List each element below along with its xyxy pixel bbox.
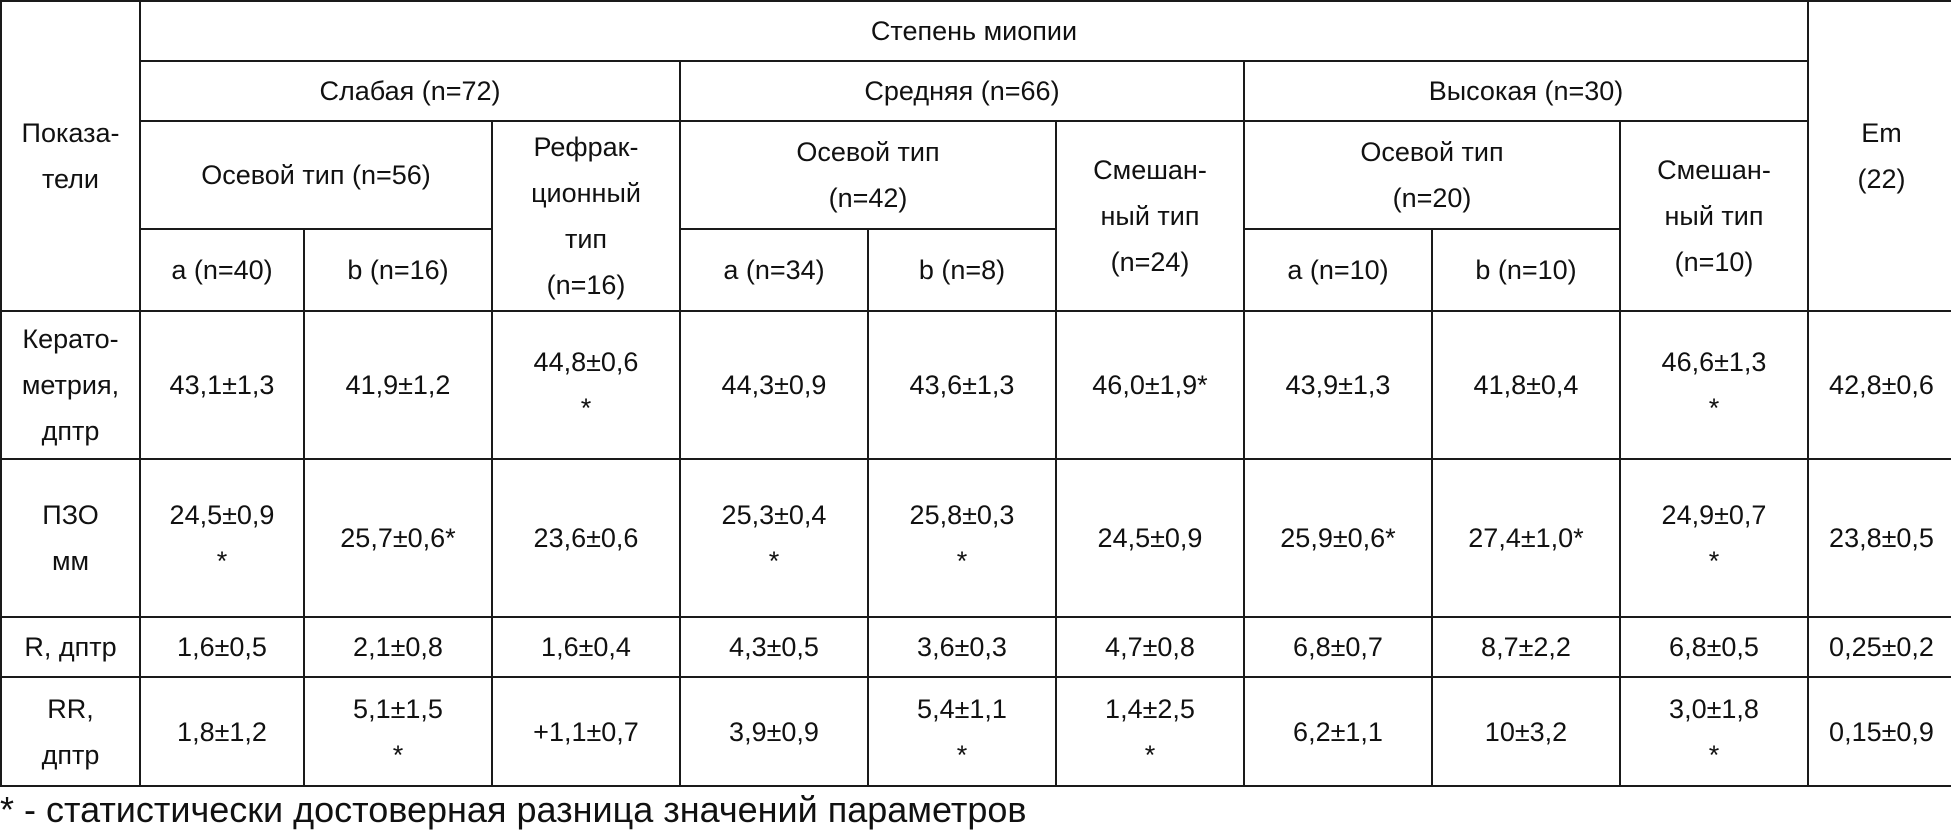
table-cell: +1,1±0,7 xyxy=(491,676,681,787)
table-cell: 2,1±0,8 xyxy=(303,616,493,678)
header-medium-mixed: Смешан- ный тип (n=24) xyxy=(1055,120,1245,312)
table-cell: 10±3,2 xyxy=(1431,676,1621,787)
table-cell: 43,1±1,3 xyxy=(139,310,305,460)
table-cell: 5,4±1,1 * xyxy=(867,676,1057,787)
table-cell: 27,4±1,0* xyxy=(1431,458,1621,618)
table-cell: 8,7±2,2 xyxy=(1431,616,1621,678)
table-cell: 23,8±0,5 xyxy=(1807,458,1951,618)
row-label: RR, дптр xyxy=(0,676,141,787)
table-cell: 25,9±0,6* xyxy=(1243,458,1433,618)
header-high: Высокая (n=30) xyxy=(1243,60,1809,122)
table-cell: 46,6±1,3 * xyxy=(1619,310,1809,460)
header-sub-weak-b: b (n=16) xyxy=(303,228,493,312)
table-cell: 1,6±0,4 xyxy=(491,616,681,678)
header-weak: Слабая (n=72) xyxy=(139,60,681,122)
table-cell: 25,7±0,6* xyxy=(303,458,493,618)
header-row-degree: Показа- тели Степень миопии Em (22) xyxy=(0,0,1951,312)
table-cell: 43,9±1,3 xyxy=(1243,310,1433,460)
table-row-keratometry: Керато- метрия, дптр 43,1±1,3 41,9±1,2 4… xyxy=(0,310,1951,460)
table-cell: 41,8±0,4 xyxy=(1431,310,1621,460)
table-cell: 25,8±0,3 * xyxy=(867,458,1057,618)
header-weak-axial: Осевой тип (n=56) xyxy=(139,120,493,230)
header-row-groups: Слабая (n=72) Средняя (n=66) Высокая (n=… xyxy=(1,60,1951,122)
table-cell: 0,25±0,2 xyxy=(1807,616,1951,678)
header-weak-refractive: Рефрак- ционный тип (n=16) xyxy=(491,120,681,312)
table-cell: 44,8±0,6 * xyxy=(491,310,681,460)
header-high-mixed: Смешан- ный тип (n=10) xyxy=(1619,120,1809,312)
table-cell: 4,7±0,8 xyxy=(1055,616,1245,678)
header-indicators: Показа- тели xyxy=(0,0,141,312)
table-cell: 1,4±2,5 * xyxy=(1055,676,1245,787)
table-cell: 3,6±0,3 xyxy=(867,616,1057,678)
header-sub-medium-b: b (n=8) xyxy=(867,228,1057,312)
table-cell: 4,3±0,5 xyxy=(679,616,869,678)
header-em: Em (22) xyxy=(1807,0,1951,312)
table-cell: 6,8±0,7 xyxy=(1243,616,1433,678)
table-row-axial-length: ПЗО мм 24,5±0,9 * 25,7±0,6* 23,6±0,6 25,… xyxy=(0,458,1951,618)
table-cell: 24,5±0,9 * xyxy=(139,458,305,618)
header-medium: Средняя (n=66) xyxy=(679,60,1245,122)
table-cell: 1,8±1,2 xyxy=(139,676,305,787)
myopia-data-table: Показа- тели Степень миопии Em (22) Слаб… xyxy=(0,0,1951,787)
row-label: R, дптр xyxy=(0,616,141,678)
table-cell: 46,0±1,9* xyxy=(1055,310,1245,460)
table-cell: 6,2±1,1 xyxy=(1243,676,1433,787)
table-cell: 1,6±0,5 xyxy=(139,616,305,678)
table-cell: 41,9±1,2 xyxy=(303,310,493,460)
table-cell: 43,6±1,3 xyxy=(867,310,1057,460)
table-cell: 0,15±0,9 xyxy=(1807,676,1951,787)
header-high-axial: Осевой тип (n=20) xyxy=(1243,120,1621,230)
header-row-types: Осевой тип (n=56) Рефрак- ционный тип (n… xyxy=(1,120,1951,312)
row-label: ПЗО мм xyxy=(0,458,141,618)
table-cell: 24,9±0,7 * xyxy=(1619,458,1809,618)
table-cell: 24,5±0,9 xyxy=(1055,458,1245,618)
table-cell: 44,3±0,9 xyxy=(679,310,869,460)
table-cell: 3,9±0,9 xyxy=(679,676,869,787)
header-sub-medium-a: a (n=34) xyxy=(679,228,869,312)
header-medium-axial: Осевой тип (n=42) xyxy=(679,120,1057,230)
header-sub-high-a: a (n=10) xyxy=(1243,228,1433,312)
header-row-subtypes: a (n=40) b (n=16) a (n=34) b (n=8) a (n=… xyxy=(1,228,1951,312)
footnote: * - статистически достоверная разница зн… xyxy=(0,789,1027,830)
table-cell: 5,1±1,5 * xyxy=(303,676,493,787)
row-label: Керато- метрия, дптр xyxy=(0,310,141,460)
table-cell: 25,3±0,4 * xyxy=(679,458,869,618)
table-cell: 23,6±0,6 xyxy=(491,458,681,618)
header-sub-high-b: b (n=10) xyxy=(1431,228,1621,312)
header-degree: Степень миопии xyxy=(139,0,1809,62)
table-row-rr: RR, дптр 1,8±1,2 5,1±1,5 * +1,1±0,7 3,9±… xyxy=(0,676,1951,787)
table-cell: 3,0±1,8 * xyxy=(1619,676,1809,787)
table-row-r: R, дптр 1,6±0,5 2,1±0,8 1,6±0,4 4,3±0,5 … xyxy=(0,616,1951,678)
table-cell: 6,8±0,5 xyxy=(1619,616,1809,678)
table-cell: 42,8±0,6 xyxy=(1807,310,1951,460)
header-sub-weak-a: a (n=40) xyxy=(139,228,305,312)
